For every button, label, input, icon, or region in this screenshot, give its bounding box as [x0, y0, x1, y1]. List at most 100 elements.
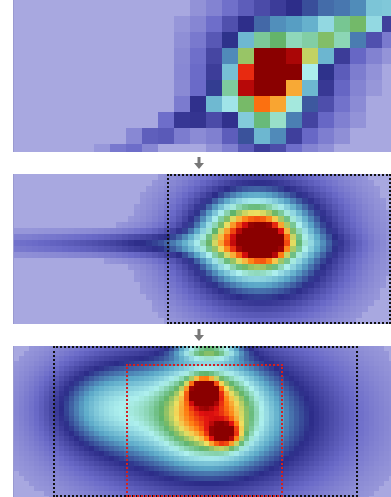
- zoomed-heatmap-cell: [299, 396, 304, 401]
- zoomed-heatmap-cell: [194, 431, 199, 436]
- zoomed-heatmap-cell: [99, 446, 104, 451]
- zoomed-heatmap-cell: [314, 416, 319, 421]
- refined-heatmap-cell: [290, 276, 296, 282]
- refined-heatmap-cell: [188, 228, 194, 234]
- raw-heatmap-cell: [206, 144, 222, 152]
- refined-heatmap-cell: [296, 276, 302, 282]
- zoomed-heatmap-cell: [124, 486, 129, 491]
- zoomed-heatmap-cell: [319, 461, 324, 466]
- zoomed-heatmap-cell: [129, 491, 134, 496]
- refined-heatmap-cell: [152, 270, 158, 276]
- zoomed-heatmap-cell: [389, 406, 391, 411]
- zoomed-heatmap-cell: [244, 471, 249, 476]
- zoomed-heatmap-cell: [104, 436, 109, 441]
- refined-heatmap-cell: [170, 210, 176, 216]
- zoomed-heatmap-cell: [284, 481, 289, 486]
- refined-heatmap-cell: [248, 174, 254, 180]
- zoomed-heatmap-cell: [239, 486, 244, 491]
- zoomed-heatmap-cell: [99, 386, 104, 391]
- refined-heatmap-cell: [26, 234, 32, 240]
- zoomed-heatmap-cell: [234, 416, 239, 421]
- zoomed-heatmap-cell: [204, 366, 209, 371]
- refined-heatmap-cell: [344, 216, 350, 222]
- zoomed-heatmap-cell: [129, 451, 134, 456]
- zoomed-heatmap-cell: [74, 436, 79, 441]
- zoomed-heatmap-cell: [289, 406, 294, 411]
- zoomed-heatmap-cell: [269, 361, 274, 366]
- refined-heatmap-cell: [236, 186, 242, 192]
- zoomed-heatmap-cell: [279, 401, 284, 406]
- refined-heatmap-cell: [248, 234, 254, 240]
- zoomed-heatmap-cell: [44, 401, 49, 406]
- refined-heatmap-cell: [230, 216, 236, 222]
- zoomed-heatmap-cell: [324, 451, 329, 456]
- refined-heatmap-cell: [128, 228, 134, 234]
- zoomed-heatmap-cell: [124, 366, 129, 371]
- zoomed-heatmap-cell: [254, 351, 259, 356]
- zoomed-heatmap-cell: [174, 431, 179, 436]
- zoomed-heatmap-cell: [389, 451, 391, 456]
- refined-heatmap-cell: [182, 222, 188, 228]
- refined-heatmap-cell: [260, 192, 266, 198]
- refined-heatmap-cell: [218, 216, 224, 222]
- zoomed-heatmap-cell: [69, 476, 74, 481]
- zoomed-heatmap-cell: [44, 366, 49, 371]
- zoomed-heatmap-cell: [104, 401, 109, 406]
- refined-heatmap-cell: [350, 204, 356, 210]
- zoomed-heatmap-cell: [39, 431, 44, 436]
- refined-heatmap-cell: [266, 174, 272, 180]
- zoomed-heatmap-cell: [309, 491, 314, 496]
- zoomed-heatmap-cell: [329, 406, 334, 411]
- refined-heatmap-cell: [308, 288, 314, 294]
- zoomed-heatmap-cell: [304, 421, 309, 426]
- zoomed-heatmap-cell: [264, 381, 269, 386]
- zoomed-heatmap-cell: [169, 491, 174, 496]
- raw-heatmap-cell: [286, 16, 302, 32]
- zoomed-heatmap-cell: [194, 451, 199, 456]
- zoomed-heatmap-cell: [334, 421, 339, 426]
- zoomed-heatmap-cell: [49, 386, 54, 391]
- refined-heatmap-cell: [284, 234, 290, 240]
- refined-heatmap-cell: [374, 222, 380, 228]
- refined-heatmap-cell: [308, 192, 314, 198]
- zoomed-heatmap-cell: [319, 376, 324, 381]
- refined-heatmap-cell: [236, 204, 242, 210]
- refined-heatmap-cell: [212, 180, 218, 186]
- refined-heatmap-cell: [188, 312, 194, 318]
- refined-heatmap-cell: [158, 258, 164, 264]
- zoomed-heatmap-cell: [54, 491, 59, 496]
- zoomed-heatmap-cell: [294, 466, 299, 471]
- refined-heatmap-cell: [86, 240, 92, 246]
- refined-heatmap-cell: [62, 246, 68, 252]
- refined-heatmap-cell: [296, 270, 302, 276]
- zoomed-heatmap-cell: [89, 411, 94, 416]
- refined-heatmap-cell: [230, 312, 236, 318]
- raw-heatmap-cell: [206, 0, 222, 16]
- refined-heatmap-cell: [290, 258, 296, 264]
- zoomed-heatmap-cell: [289, 386, 294, 391]
- zoomed-heatmap-cell: [334, 486, 339, 491]
- zoomed-heatmap-cell: [274, 401, 279, 406]
- raw-heatmap-cell: [222, 144, 238, 152]
- zoomed-heatmap-cell: [289, 396, 294, 401]
- zoomed-heatmap-cell: [294, 411, 299, 416]
- zoomed-heatmap-cell: [214, 376, 219, 381]
- zoomed-heatmap-cell: [244, 486, 249, 491]
- refined-heatmap-cell: [74, 246, 80, 252]
- zoomed-heatmap-cell: [379, 446, 384, 451]
- zoomed-heatmap-cell: [304, 386, 309, 391]
- refined-heatmap-cell: [182, 234, 188, 240]
- zoomed-heatmap-cell: [234, 431, 239, 436]
- zoomed-heatmap-cell: [129, 441, 134, 446]
- refined-heatmap-cell: [308, 300, 314, 306]
- zoomed-heatmap-cell: [154, 371, 159, 376]
- refined-heatmap-cell: [344, 246, 350, 252]
- zoomed-heatmap-cell: [189, 401, 194, 406]
- refined-heatmap-cell: [134, 270, 140, 276]
- zoomed-heatmap-cell: [204, 346, 209, 351]
- zoomed-heatmap-cell: [274, 381, 279, 386]
- refined-heatmap-cell: [212, 318, 218, 324]
- zoomed-heatmap-cell: [104, 376, 109, 381]
- refined-heatmap-cell: [170, 312, 176, 318]
- refined-heatmap-cell: [296, 192, 302, 198]
